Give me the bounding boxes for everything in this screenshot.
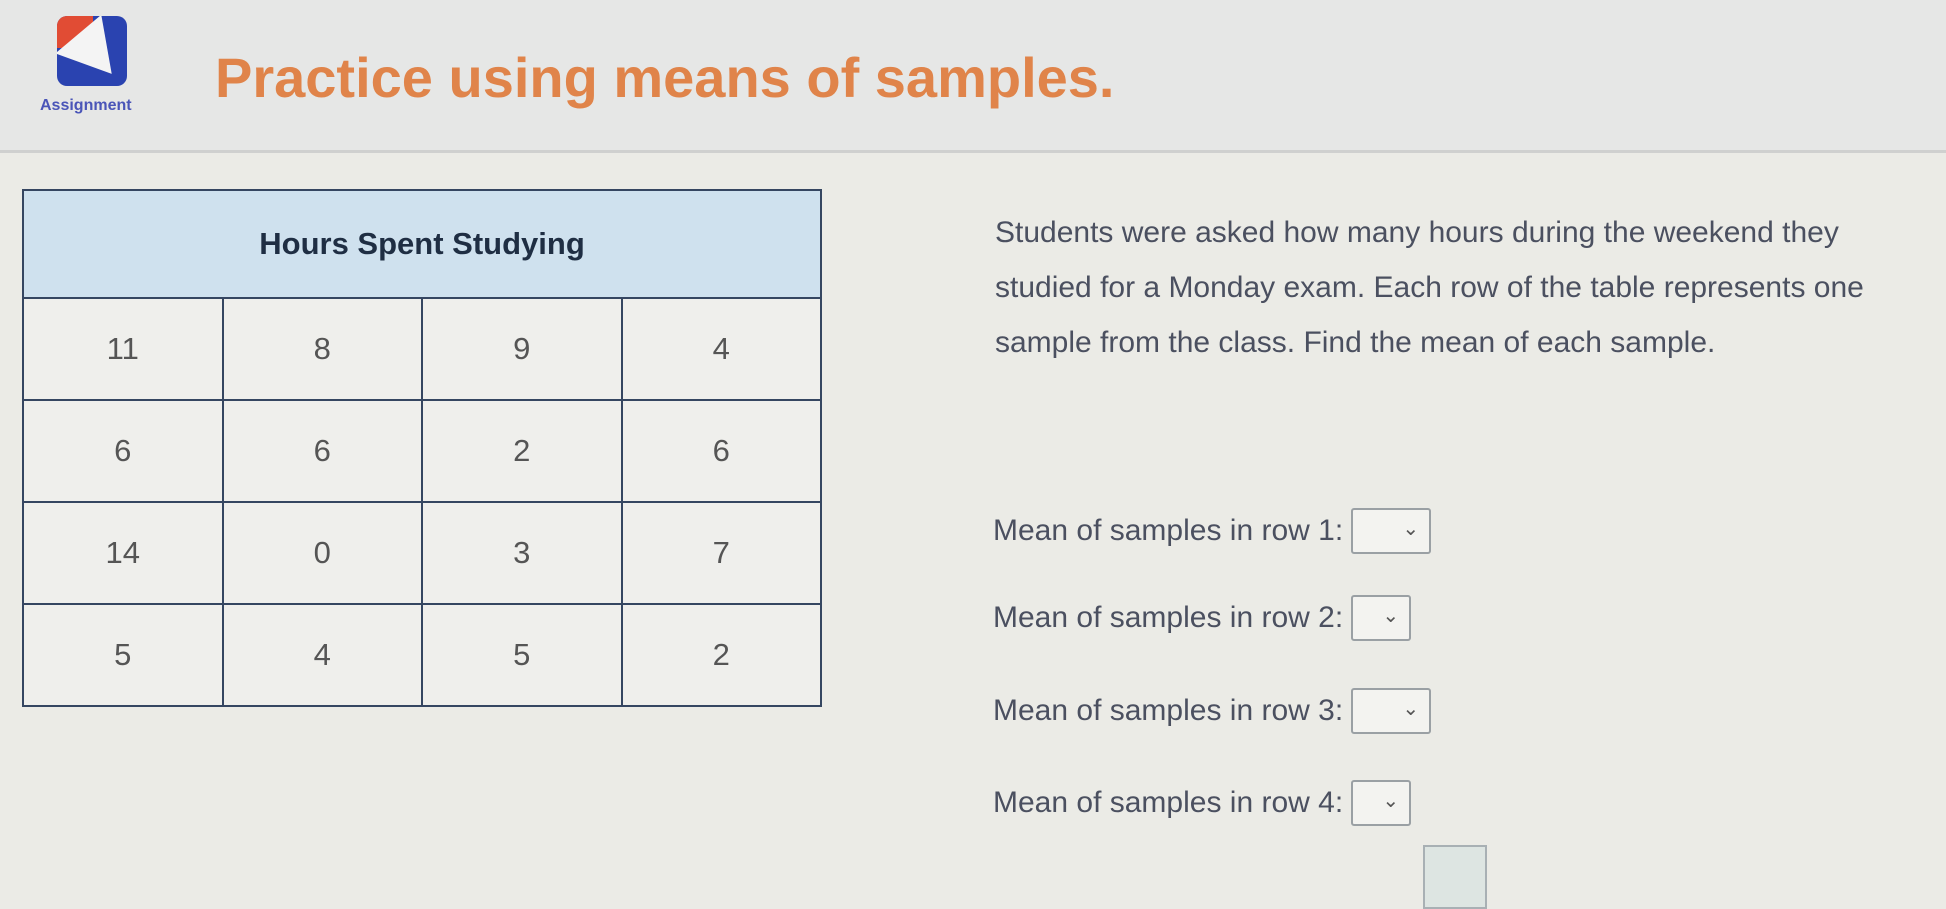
table-cell: 6 bbox=[620, 399, 822, 503]
chevron-down-icon: ⌄ bbox=[1402, 518, 1420, 540]
table-cell: 11 bbox=[22, 297, 224, 401]
mean-row-4: Mean of samples in row 4: ⌄ bbox=[993, 780, 1412, 826]
dropdown-options-list[interactable] bbox=[1423, 845, 1487, 909]
chevron-down-icon: ⌄ bbox=[1382, 790, 1400, 812]
assignment-icon bbox=[57, 16, 127, 86]
table-cell: 5 bbox=[421, 603, 623, 707]
mean-row-4-dropdown[interactable]: ⌄ bbox=[1351, 780, 1412, 826]
chevron-down-icon: ⌄ bbox=[1402, 698, 1420, 720]
table-cell: 3 bbox=[421, 501, 623, 605]
mean-row-2: Mean of samples in row 2: ⌄ bbox=[993, 595, 1412, 641]
table-cell: 9 bbox=[421, 297, 623, 401]
question-prompt: Students were asked how many hours durin… bbox=[995, 216, 1864, 359]
mean-row-1-dropdown[interactable]: ⌄ bbox=[1351, 508, 1432, 554]
table-cell: 5 bbox=[22, 603, 224, 707]
page-title: Practice using means of samples. bbox=[215, 46, 1115, 109]
table-cell: 0 bbox=[221, 501, 423, 605]
mean-label: Mean of samples in row 1: bbox=[993, 514, 1344, 547]
table-cell: 4 bbox=[221, 603, 423, 707]
logo-label: Assignment bbox=[40, 97, 132, 114]
table-cell: 8 bbox=[221, 297, 423, 401]
table-cell: 7 bbox=[620, 501, 822, 605]
mean-row-3-dropdown[interactable]: ⌄ bbox=[1351, 688, 1432, 734]
table-title: Hours Spent Studying bbox=[22, 189, 822, 299]
table-row: 14 0 3 7 bbox=[22, 501, 822, 605]
table-cell: 4 bbox=[620, 297, 822, 401]
mean-row-2-dropdown[interactable]: ⌄ bbox=[1351, 595, 1412, 641]
chevron-down-icon: ⌄ bbox=[1382, 605, 1400, 627]
mean-row-3: Mean of samples in row 3: ⌄ bbox=[993, 688, 1432, 734]
table-cell: 6 bbox=[22, 399, 224, 503]
table-cell: 14 bbox=[22, 501, 224, 605]
mean-label: Mean of samples in row 3: bbox=[993, 694, 1344, 727]
mean-label: Mean of samples in row 4: bbox=[993, 786, 1344, 819]
mean-label: Mean of samples in row 2: bbox=[993, 601, 1344, 634]
table-cell: 2 bbox=[620, 603, 822, 707]
mean-row-1: Mean of samples in row 1: ⌄ bbox=[993, 508, 1432, 554]
table-row: 11 8 9 4 bbox=[22, 297, 822, 401]
table-cell: 6 bbox=[221, 399, 423, 503]
table-cell: 2 bbox=[421, 399, 623, 503]
header: Assignment Practice using means of sampl… bbox=[0, 0, 1946, 153]
